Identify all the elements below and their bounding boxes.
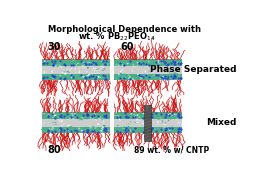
Bar (42, 74, 110, 81)
Bar (114, 112, 182, 119)
Bar (144, 105, 151, 141)
Bar (42, 60, 110, 66)
Text: Phase Separated: Phase Separated (151, 65, 237, 74)
Bar (42, 60, 110, 81)
Bar (114, 74, 182, 81)
Bar (42, 112, 110, 133)
Text: 89 wt. % w/ CNTP: 89 wt. % w/ CNTP (134, 146, 209, 155)
Bar (42, 112, 110, 119)
Bar (114, 126, 182, 133)
Bar (114, 60, 182, 66)
Text: Morphological Dependence with: Morphological Dependence with (48, 25, 201, 33)
Text: Mixed: Mixed (207, 118, 237, 127)
Bar (114, 60, 182, 81)
Bar (42, 126, 110, 133)
Text: 80: 80 (47, 145, 61, 155)
Text: 60: 60 (120, 42, 133, 52)
Text: 30: 30 (47, 42, 61, 52)
Text: wt. % PB$_{22}$PEO$_{14}$: wt. % PB$_{22}$PEO$_{14}$ (78, 30, 156, 43)
Bar (114, 112, 182, 133)
